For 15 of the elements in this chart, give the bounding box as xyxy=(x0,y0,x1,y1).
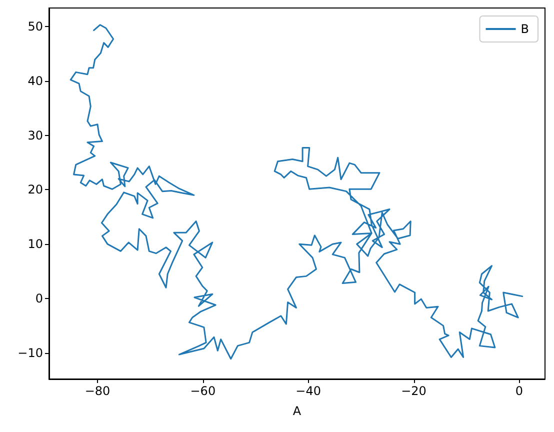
y-tick-label: 0 xyxy=(35,291,43,306)
y-tick-label: 30 xyxy=(28,128,43,142)
x-tick-label: −40 xyxy=(296,384,321,398)
x-tick-label: 0 xyxy=(515,384,523,398)
legend-label: B xyxy=(520,22,529,36)
y-tick-label: 50 xyxy=(28,19,43,34)
x-tick-label: −60 xyxy=(190,384,216,398)
y-tick-label: 40 xyxy=(28,74,43,88)
y-tick-label: 10 xyxy=(28,237,43,252)
x-tick-label: −20 xyxy=(401,384,426,398)
y-tick-label: −10 xyxy=(18,346,43,360)
y-tick-label: 20 xyxy=(28,182,43,197)
line-series xyxy=(70,24,524,360)
x-axis-title: A xyxy=(292,404,302,418)
x-tick-label: −80 xyxy=(84,384,110,398)
